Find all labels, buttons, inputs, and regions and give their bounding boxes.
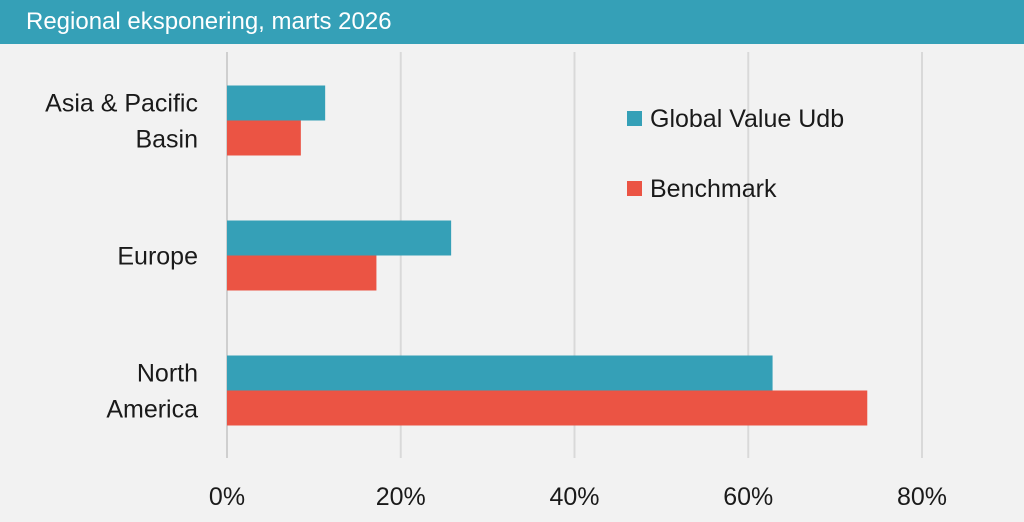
x-tick-label: 40% (549, 483, 599, 511)
category-label: Asia & Pacific (45, 90, 198, 118)
category-label: America (106, 396, 198, 424)
legend-swatch-benchmark (627, 181, 642, 196)
x-tick-label: 60% (723, 483, 773, 511)
legend-swatch-global-value-udb (627, 111, 642, 126)
x-tick-label: 80% (897, 483, 947, 511)
x-tick-labels: 0% 20% 40% 60% 80% (209, 483, 947, 511)
bars (227, 85, 868, 426)
bar-global-value-udb-asia-pacific-basin (227, 85, 326, 121)
legend-label-global-value-udb: Global Value Udb (650, 105, 844, 133)
legend: Global Value Udb Benchmark (627, 105, 844, 203)
bar-global-value-udb-europe (227, 220, 452, 256)
category-label: North (137, 360, 198, 388)
bar-global-value-udb-north-america (227, 355, 773, 391)
category-labels: Asia & Pacific Basin Europe North America (45, 90, 198, 424)
x-tick-label: 20% (376, 483, 426, 511)
x-tick-label: 0% (209, 483, 245, 511)
bar-benchmark-asia-pacific-basin (227, 120, 301, 156)
category-label: Basin (135, 126, 198, 154)
bar-benchmark-north-america (227, 390, 868, 426)
chart-header: Regional eksponering, marts 2026 (0, 0, 1024, 44)
legend-label-benchmark: Benchmark (650, 175, 777, 203)
category-label: Europe (117, 243, 198, 271)
chart-title: Regional eksponering, marts 2026 (26, 8, 392, 35)
bar-benchmark-europe (227, 255, 377, 291)
